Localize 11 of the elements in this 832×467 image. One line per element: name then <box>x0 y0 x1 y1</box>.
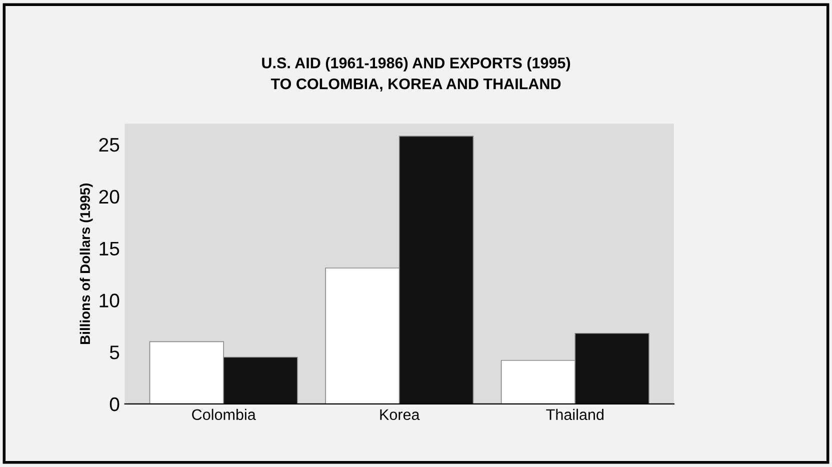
y-tick-label: 15 <box>100 242 120 256</box>
x-tick-label: Thailand <box>546 408 604 420</box>
y-tick-label: 10 <box>100 294 120 308</box>
y-tick-label: 5 <box>110 346 120 360</box>
y-axis-title: Billions of Dollars (1995) <box>80 184 93 344</box>
y-tick-label: 0 <box>110 397 120 412</box>
y-tick-label: 25 <box>99 138 120 152</box>
x-tick-label: Korea <box>380 409 420 420</box>
x-tick-label: Colombia <box>192 408 256 420</box>
chart-title: U.S. AID (1961-1986) AND EXPORTS (1995) TO COLOMBIA, KOREA AND THAILAND <box>262 57 570 92</box>
y-tick-label: 20 <box>99 190 120 204</box>
